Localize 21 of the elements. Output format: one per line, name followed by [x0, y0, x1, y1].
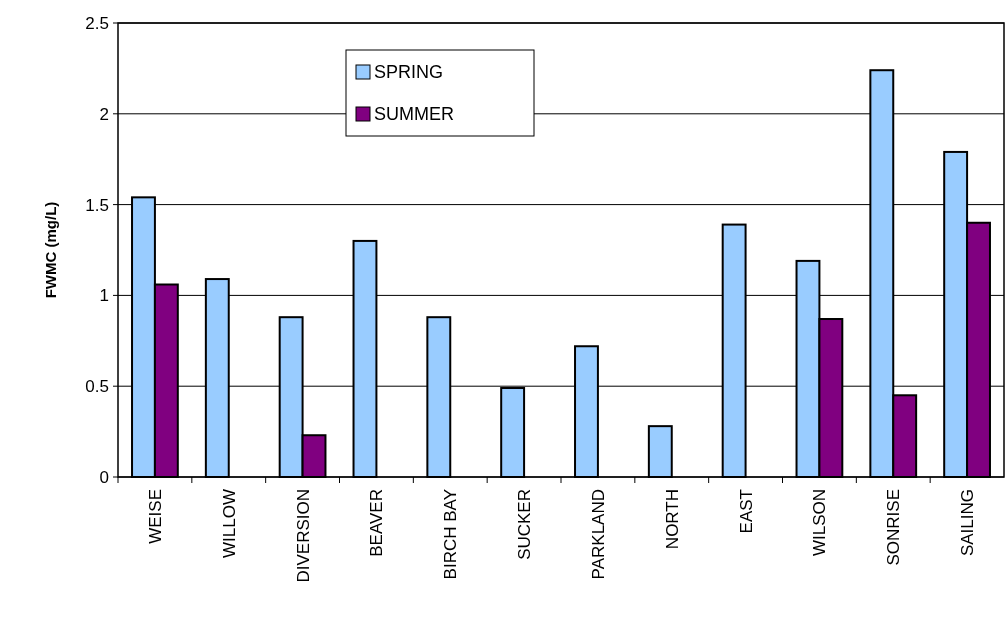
x-tick-label: SAILING: [958, 489, 978, 557]
x-tick-label: PARKLAND: [588, 489, 608, 580]
x-tick-label: NORTH: [662, 489, 682, 550]
x-tick-label: BEAVER: [367, 489, 387, 557]
y-tick-label: 2.5: [85, 13, 109, 33]
x-tick-label: SONRISE: [884, 489, 904, 566]
x-tick-label: DIVERSION: [293, 489, 313, 583]
legend-label: SPRING: [374, 62, 444, 83]
x-tick-label: WILLOW: [219, 489, 239, 558]
x-tick-label: WEISE: [145, 489, 165, 544]
x-tick-label: EAST: [736, 489, 756, 534]
x-tick-label: SUCKER: [515, 489, 535, 560]
y-tick-label: 1.5: [85, 195, 109, 215]
legend-label: SUMMER: [374, 104, 454, 125]
y-axis-title: FWMC (mg/L): [42, 201, 59, 299]
y-tick-label: 2: [99, 104, 109, 124]
y-tick-label: 1: [99, 286, 109, 306]
x-tick-label: WILSON: [810, 489, 830, 557]
y-tick-label: 0: [99, 467, 109, 487]
y-tick-label: 0.5: [85, 377, 109, 397]
x-tick-label: BIRCH BAY: [441, 489, 461, 580]
